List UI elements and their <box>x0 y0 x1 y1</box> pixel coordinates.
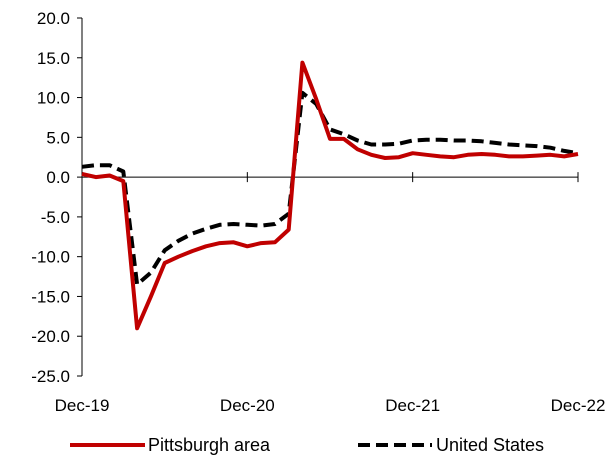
legend-label: United States <box>436 435 544 455</box>
y-tick-label: 0.0 <box>46 168 70 187</box>
y-tick-label: 20.0 <box>37 9 70 28</box>
x-tick-labels: Dec-19 Dec-20 Dec-21 Dec-22 <box>55 396 606 415</box>
x-tick-label: Dec-22 <box>551 396 606 415</box>
y-tick-label: -10.0 <box>31 248 70 267</box>
y-tick-label: -25.0 <box>31 367 70 386</box>
legend: Pittsburgh area United States <box>70 435 544 455</box>
series-line-pittsburgh-area <box>81 60 579 331</box>
x-tick-label: Dec-21 <box>385 396 440 415</box>
y-tick-label: -20.0 <box>31 327 70 346</box>
x-axis-ticks <box>246 172 579 183</box>
y-tick-label: 10.0 <box>37 89 70 108</box>
y-tick-label: -15.0 <box>31 287 70 306</box>
y-tick-label: -5.0 <box>41 208 70 227</box>
series-line-united-states <box>81 90 579 287</box>
series-lines <box>81 60 579 331</box>
x-tick-label: Dec-20 <box>220 396 275 415</box>
x-tick-label: Dec-19 <box>55 396 110 415</box>
y-tick-label: 15.0 <box>37 49 70 68</box>
y-tick-label: 5.0 <box>46 128 70 147</box>
legend-label: Pittsburgh area <box>148 435 271 455</box>
y-tick-labels: 20.0 15.0 10.0 5.0 0.0 -5.0 -10.0 -15.0 -20.0 -25… <box>31 9 82 386</box>
